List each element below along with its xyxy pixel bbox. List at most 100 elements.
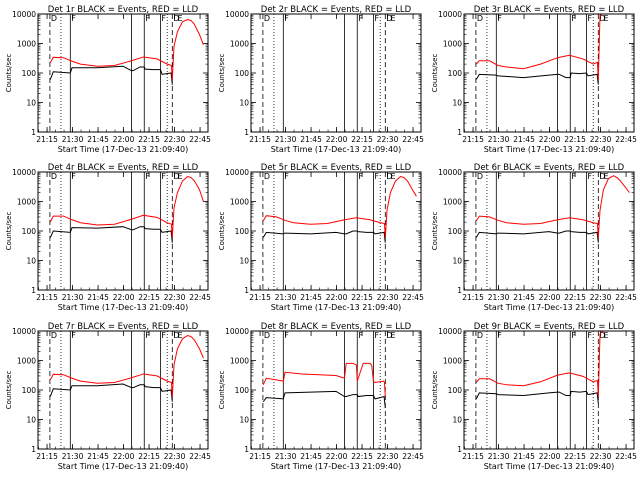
panel-det-2: Det 2r BLACK = Events, RED = LLD Counts/s… bbox=[218, 5, 424, 154]
y-tick-label: 1 bbox=[457, 128, 462, 137]
y-axis-label: Counts/sec bbox=[5, 54, 13, 93]
x-tick-label: 22:45 bbox=[189, 293, 211, 302]
x-tick-label: 21:45 bbox=[87, 452, 109, 461]
x-axis-label: Start Time (17-Dec-13 21:09:40) bbox=[484, 462, 615, 471]
marker-letter: D bbox=[173, 14, 179, 23]
y-tick-label: 10 bbox=[26, 257, 36, 266]
y-tick-label: 100 bbox=[448, 386, 463, 395]
x-tick-label: 21:30 bbox=[488, 135, 510, 144]
marker-letter: D bbox=[386, 14, 392, 23]
marker-letter: D bbox=[173, 172, 179, 181]
x-tick-label: 22:00 bbox=[113, 293, 135, 302]
marker-letter: F bbox=[374, 172, 379, 181]
panel-title: Det 2r BLACK = Events, RED = LLD bbox=[261, 5, 412, 15]
y-tick-label: 1 bbox=[244, 286, 249, 295]
series-line-lld bbox=[475, 331, 604, 397]
panel-title: Det 4r BLACK = Events, RED = LLD bbox=[48, 163, 199, 173]
y-tick-label: 10000 bbox=[438, 10, 462, 19]
panel-title: Det 6r BLACK = Events, RED = LLD bbox=[474, 163, 625, 173]
marker-letter: F bbox=[374, 331, 379, 340]
marker-letter: E bbox=[391, 14, 396, 23]
marker-letter: E bbox=[604, 172, 609, 181]
marker-letter: F bbox=[71, 14, 76, 23]
marker-letter: F bbox=[587, 331, 592, 340]
y-tick-label: 100 bbox=[235, 69, 250, 78]
y-tick-label: 100 bbox=[22, 386, 37, 395]
marker-letter: F bbox=[161, 14, 166, 23]
y-tick-label: 1000 bbox=[17, 198, 36, 207]
x-tick-label: 22:15 bbox=[351, 452, 373, 461]
y-axis-label: Counts/sec bbox=[431, 371, 439, 410]
y-tick-label: 10 bbox=[26, 99, 36, 108]
y-tick-label: 1 bbox=[31, 286, 36, 295]
x-tick-label: 22:00 bbox=[326, 135, 348, 144]
marker-letter: D bbox=[599, 331, 605, 340]
marker-letter: D bbox=[51, 331, 57, 340]
x-tick-label: 22:15 bbox=[138, 452, 160, 461]
x-tick-label: 21:30 bbox=[275, 293, 297, 302]
marker-letter: F bbox=[284, 331, 289, 340]
y-tick-label: 1 bbox=[244, 445, 249, 454]
marker-letter: E bbox=[178, 14, 183, 23]
x-tick-label: 21:45 bbox=[300, 293, 322, 302]
y-tick-label: 1 bbox=[31, 445, 36, 454]
x-tick-label: 21:15 bbox=[462, 452, 484, 461]
x-tick-label: 21:15 bbox=[249, 452, 271, 461]
y-axis-label: Counts/sec bbox=[431, 212, 439, 251]
series-line-lld bbox=[49, 176, 204, 238]
panel-det-4: Det 4r BLACK = Events, RED = LLD Counts/s… bbox=[5, 163, 211, 312]
marker-letter: F bbox=[497, 172, 502, 181]
y-axis-label: Counts/sec bbox=[431, 54, 439, 93]
marker-letter: F bbox=[284, 172, 289, 181]
y-tick-label: 10000 bbox=[225, 10, 249, 19]
x-tick-label: 21:30 bbox=[62, 293, 84, 302]
panel-title: Det 7r BLACK = Events, RED = LLD bbox=[48, 322, 199, 332]
plot-frame bbox=[463, 330, 635, 450]
x-tick-label: 22:15 bbox=[564, 452, 586, 461]
series-line-lld bbox=[475, 175, 630, 238]
x-tick-label: 21:45 bbox=[513, 293, 535, 302]
x-tick-label: 22:30 bbox=[164, 452, 186, 461]
x-tick-label: 22:45 bbox=[189, 452, 211, 461]
x-tick-label: 22:15 bbox=[351, 135, 373, 144]
series-line-events bbox=[262, 390, 386, 408]
y-tick-label: 1 bbox=[244, 128, 249, 137]
y-tick-label: 10 bbox=[452, 257, 462, 266]
marker-letter: E bbox=[391, 331, 396, 340]
x-tick-label: 22:15 bbox=[351, 293, 373, 302]
marker-letter: D bbox=[599, 14, 605, 23]
y-tick-label: 100 bbox=[22, 69, 37, 78]
series-line-events bbox=[262, 230, 386, 243]
plot-frame bbox=[250, 171, 422, 291]
x-tick-label: 21:30 bbox=[488, 452, 510, 461]
marker-letter: D bbox=[264, 14, 270, 23]
x-tick-label: 22:15 bbox=[138, 293, 160, 302]
panel-det-8: Det 8r BLACK = Events, RED = LLD Counts/s… bbox=[218, 322, 424, 471]
panel-title: Det 5r BLACK = Events, RED = LLD bbox=[261, 163, 412, 173]
marker-letter: F bbox=[571, 14, 576, 23]
x-tick-label: 22:15 bbox=[564, 135, 586, 144]
x-axis-label: Start Time (17-Dec-13 21:09:40) bbox=[271, 462, 402, 471]
marker-letter: F bbox=[71, 331, 76, 340]
series-line-events bbox=[49, 383, 173, 402]
y-tick-label: 1000 bbox=[17, 357, 36, 366]
y-tick-label: 1000 bbox=[230, 198, 249, 207]
marker-letter: D bbox=[51, 172, 57, 181]
x-tick-label: 22:45 bbox=[402, 452, 424, 461]
y-tick-label: 1000 bbox=[443, 198, 462, 207]
marker-letter: E bbox=[604, 14, 609, 23]
marker-letter: E bbox=[391, 172, 396, 181]
y-tick-label: 1000 bbox=[230, 40, 249, 49]
x-tick-label: 22:45 bbox=[615, 293, 637, 302]
series-line-lld bbox=[262, 362, 386, 397]
y-tick-label: 100 bbox=[235, 386, 250, 395]
x-tick-label: 21:30 bbox=[62, 135, 84, 144]
marker-letter: D bbox=[477, 172, 483, 181]
y-tick-label: 10000 bbox=[438, 327, 462, 336]
marker-letter: F bbox=[587, 14, 592, 23]
marker-letter: F bbox=[571, 331, 576, 340]
y-axis-label: Counts/sec bbox=[218, 54, 226, 93]
x-tick-label: 22:30 bbox=[590, 135, 612, 144]
panel-det-3: Det 3r BLACK = Events, RED = LLD Counts/s… bbox=[431, 5, 637, 154]
series-line-lld bbox=[475, 14, 603, 80]
